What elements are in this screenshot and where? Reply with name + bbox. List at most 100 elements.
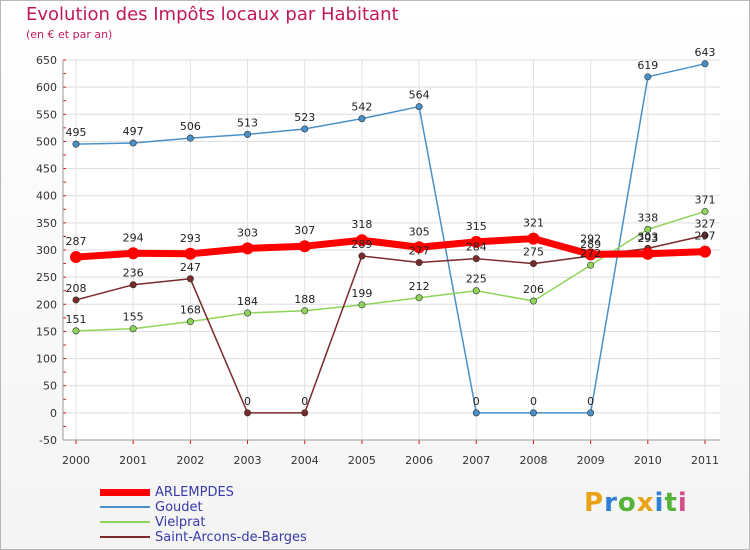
data-label-saint-arcons-de-barges: 327 — [695, 217, 716, 230]
y-tick-label: 50 — [43, 380, 57, 393]
data-point-goudet — [358, 115, 366, 123]
data-label-saint-arcons-de-barges: 289 — [351, 238, 372, 251]
data-label-saint-arcons-de-barges: 277 — [409, 244, 430, 257]
y-tick-label: 550 — [36, 108, 57, 121]
logo-letter: i — [654, 488, 665, 518]
x-tick-label: 2002 — [176, 454, 204, 467]
data-label-vielprat: 272 — [580, 247, 601, 260]
y-tick-label: 650 — [36, 54, 57, 67]
logo-letter: t — [664, 488, 678, 518]
data-point-goudet — [301, 125, 309, 133]
proxiti-logo: Proxiti — [584, 488, 688, 518]
data-point-saint-arcons-de-barges — [701, 231, 709, 239]
data-label-goudet: 542 — [351, 101, 372, 114]
y-tick-label: 250 — [36, 271, 57, 284]
data-label-vielprat: 199 — [351, 287, 372, 300]
y-tick-label: 350 — [36, 217, 57, 230]
x-tick-label: 2009 — [577, 454, 605, 467]
data-label-arlempdes: 293 — [180, 232, 201, 245]
data-point-vielprat — [701, 207, 709, 215]
data-label-arlempdes: 297 — [695, 230, 716, 243]
data-point-goudet — [415, 103, 423, 111]
data-label-goudet: 495 — [66, 126, 87, 139]
data-label-arlempdes: 293 — [637, 232, 658, 245]
data-label-vielprat: 371 — [695, 193, 716, 206]
logo-letter: P — [584, 488, 605, 518]
data-label-vielprat: 206 — [523, 283, 544, 296]
data-point-arlempdes — [413, 241, 426, 254]
logo-letter: x — [636, 488, 655, 518]
data-label-vielprat: 188 — [294, 293, 315, 306]
data-point-vielprat — [415, 294, 423, 302]
data-point-goudet — [701, 60, 709, 68]
data-label-goudet: 564 — [409, 89, 430, 102]
data-label-goudet: 497 — [123, 125, 144, 138]
data-label-goudet: 513 — [237, 116, 258, 129]
data-point-saint-arcons-de-barges — [358, 252, 366, 260]
series-lines — [70, 60, 711, 417]
y-tick-label: 500 — [36, 135, 57, 148]
series-line-vielprat — [75, 210, 706, 332]
data-point-vielprat — [644, 225, 652, 233]
y-tick-label: 200 — [36, 298, 57, 311]
data-label-goudet: 0 — [530, 395, 537, 408]
data-point-arlempdes — [470, 235, 483, 248]
data-label-arlempdes: 294 — [123, 231, 144, 244]
series-line-arlempdes — [72, 235, 709, 261]
data-point-saint-arcons-de-barges — [415, 258, 423, 266]
legend-swatch-saint-arcons — [100, 536, 150, 538]
data-label-arlempdes: 307 — [294, 224, 315, 237]
data-point-vielprat — [129, 325, 137, 333]
x-tick-label: 2007 — [462, 454, 490, 467]
x-tick-label: 2010 — [634, 454, 662, 467]
y-tick-label: 0 — [50, 407, 57, 420]
x-tick-label: 2001 — [119, 454, 147, 467]
data-label-saint-arcons-de-barges: 0 — [301, 395, 308, 408]
data-point-goudet — [72, 140, 80, 148]
data-point-vielprat — [301, 307, 309, 315]
data-point-goudet — [244, 130, 252, 138]
data-point-arlempdes — [584, 248, 597, 261]
data-point-arlempdes — [699, 245, 711, 258]
legend-label: Saint-Arcons-de-Barges — [155, 530, 307, 545]
legend-label: Vielprat — [155, 515, 206, 530]
x-tick-label: 2011 — [691, 454, 719, 467]
logo-letter: i — [677, 488, 688, 518]
data-label-goudet: 643 — [695, 46, 716, 59]
data-label-vielprat: 212 — [409, 280, 430, 293]
data-point-arlempdes — [641, 247, 654, 260]
data-point-arlempdes — [241, 242, 254, 255]
data-point-arlempdes — [184, 247, 197, 260]
data-label-vielprat: 225 — [466, 273, 487, 286]
logo-letter: o — [617, 488, 637, 518]
data-label-goudet: 0 — [473, 395, 480, 408]
data-point-arlempdes — [298, 240, 311, 253]
data-point-saint-arcons-de-barges — [472, 255, 480, 263]
data-label-arlempdes: 305 — [409, 225, 430, 238]
data-point-arlempdes — [70, 251, 82, 264]
data-label-saint-arcons-de-barges: 303 — [637, 230, 658, 243]
data-point-saint-arcons-de-barges — [186, 275, 194, 283]
data-label-saint-arcons-de-barges: 247 — [180, 261, 201, 274]
data-point-vielprat — [72, 327, 80, 335]
data-point-vielprat — [186, 318, 194, 326]
data-label-goudet: 506 — [180, 120, 201, 133]
data-label-vielprat: 168 — [180, 304, 201, 317]
data-label-goudet: 0 — [587, 395, 594, 408]
data-label-goudet: 523 — [294, 111, 315, 124]
data-point-saint-arcons-de-barges — [301, 409, 309, 417]
data-labels: 495 497 506 513 523 542 564 0 0 0 619 643 151 155 168 1… — [66, 46, 716, 408]
legend-label: ARLEMPDES — [155, 485, 234, 500]
data-label-saint-arcons-de-barges: 289 — [580, 238, 601, 251]
data-point-vielprat — [587, 261, 595, 269]
legend-swatch-vielprat — [100, 521, 150, 523]
data-point-goudet — [587, 409, 595, 417]
legend-swatch-goudet — [100, 506, 150, 508]
data-label-arlempdes: 315 — [466, 220, 487, 233]
data-point-vielprat — [472, 287, 480, 295]
logo-letter: r — [604, 488, 618, 518]
y-tick-label: 300 — [36, 244, 57, 257]
data-label-vielprat: 184 — [237, 295, 258, 308]
data-point-vielprat — [358, 301, 366, 309]
